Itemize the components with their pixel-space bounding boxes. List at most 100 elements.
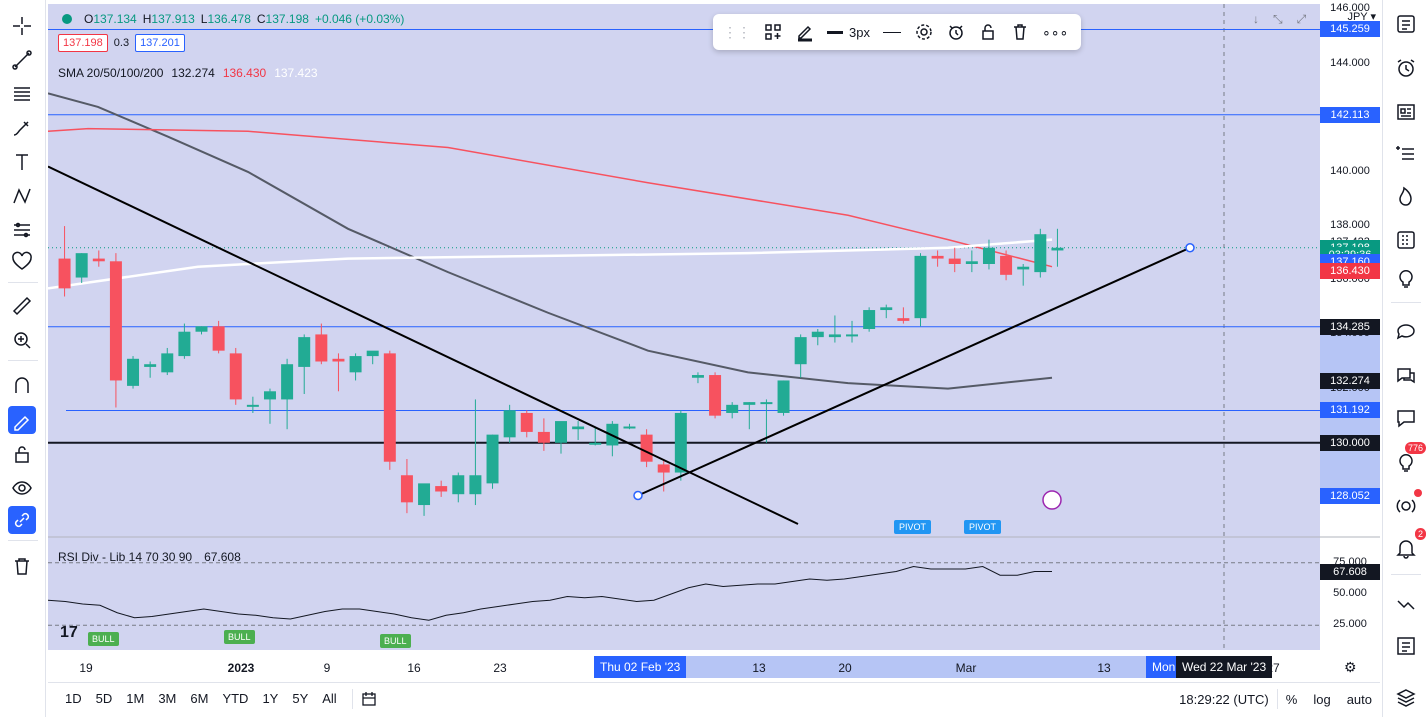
percent-toggle[interactable]: % xyxy=(1285,691,1298,707)
add-template-icon[interactable] xyxy=(759,18,787,46)
unlock-icon[interactable] xyxy=(974,18,1002,46)
price-tick: 146.000 xyxy=(1330,2,1370,15)
trash-icon[interactable] xyxy=(8,552,36,580)
delete-icon[interactable] xyxy=(1006,18,1034,46)
news-icon[interactable] xyxy=(1392,98,1420,126)
alert-clock-icon[interactable] xyxy=(942,18,970,46)
range-button-1d[interactable]: 1D xyxy=(65,691,82,706)
data-window-icon[interactable] xyxy=(1392,632,1420,660)
high-label: H xyxy=(142,12,152,26)
currency-label: JPY xyxy=(1347,11,1368,23)
settings-icon[interactable] xyxy=(910,18,938,46)
more-icon[interactable]: ∘∘∘ xyxy=(1041,23,1069,40)
alarm-clock-icon[interactable] xyxy=(1392,54,1420,82)
currency-selector[interactable]: JPY ▾ xyxy=(1347,11,1376,23)
pattern-icon[interactable] xyxy=(8,182,36,210)
time-tick: 2023 xyxy=(227,661,255,675)
zoom-in-icon[interactable] xyxy=(8,326,36,354)
candle-body xyxy=(212,326,225,351)
candle-body xyxy=(691,375,704,378)
heart-icon[interactable] xyxy=(8,248,36,276)
tradingview-logo-icon[interactable]: 17 xyxy=(60,624,78,641)
calendar-icon[interactable] xyxy=(1392,226,1420,254)
candle-body xyxy=(366,350,379,357)
line-style-icon[interactable] xyxy=(878,18,906,46)
price-label: 145.259 xyxy=(1320,21,1380,38)
range-button-1m[interactable]: 1M xyxy=(126,691,145,706)
help-chat-icon[interactable] xyxy=(1392,404,1420,432)
range-button-ytd[interactable]: YTD xyxy=(222,691,249,706)
line-width-button[interactable]: 3px xyxy=(823,18,874,46)
candle-body xyxy=(965,261,978,264)
eye-icon[interactable] xyxy=(8,474,36,502)
date-range-buttons: 1D 5D 1M 3M 6M YTD 1Y 5Y All xyxy=(58,691,344,706)
sma-legend[interactable]: SMA 20/50/100/200 132.274 136.430 137.42… xyxy=(58,66,318,80)
notifications-lightbulb-icon[interactable]: 776 xyxy=(1392,442,1426,476)
watchlist-icon[interactable] xyxy=(1392,10,1420,38)
text-icon[interactable] xyxy=(8,148,36,176)
crosshair-icon[interactable] xyxy=(8,12,36,40)
candle-body xyxy=(811,331,824,338)
stream-icon[interactable] xyxy=(1392,489,1422,520)
line-color-icon[interactable] xyxy=(791,18,819,46)
crosshair-date-mon: Mon xyxy=(1146,656,1182,678)
layers-icon[interactable] xyxy=(1392,684,1420,712)
clock[interactable]: 18:29:22 (UTC) xyxy=(1179,691,1269,707)
ruler-icon[interactable] xyxy=(8,292,36,320)
goto-date-icon[interactable] xyxy=(361,691,377,707)
brush-icon[interactable] xyxy=(8,114,36,142)
price-axis[interactable]: JPY ▾ 146.000 144.000 140.000 138.000 136.00… xyxy=(1320,2,1380,650)
messages-icon[interactable] xyxy=(1392,362,1420,390)
range-button-5d[interactable]: 5D xyxy=(95,691,113,706)
price-label: 134.285 xyxy=(1320,318,1380,335)
range-button-6m[interactable]: 6M xyxy=(190,691,209,706)
range-button-5y[interactable]: 5Y xyxy=(292,691,309,706)
chart-canvas[interactable] xyxy=(48,4,1380,680)
candle-body xyxy=(726,404,739,413)
range-button-all[interactable]: All xyxy=(322,691,337,706)
ideas-bulb-icon[interactable] xyxy=(1392,264,1420,292)
drawing-mode-icon[interactable] xyxy=(8,406,36,434)
sell-price[interactable]: 137.198 xyxy=(58,34,108,52)
lock-icon[interactable] xyxy=(8,440,36,468)
chart-trend-icon[interactable] xyxy=(1392,590,1420,618)
trend-line-down xyxy=(48,165,799,525)
rsi-legend[interactable]: RSI Div - Lib 14 70 30 90 67.608 xyxy=(58,550,241,564)
link-icon[interactable] xyxy=(8,506,36,534)
candle-body xyxy=(161,353,174,373)
low-value: 136.478 xyxy=(207,12,251,26)
drag-handle-icon[interactable]: ⋮⋮ xyxy=(723,23,751,40)
close-value: 137.198 xyxy=(265,12,309,26)
add-list-icon[interactable] xyxy=(1392,140,1420,168)
candle-body xyxy=(1034,234,1047,273)
arrow-down-icon[interactable]: ↓ xyxy=(1253,12,1259,26)
range-button-3m[interactable]: 3M xyxy=(158,691,177,706)
candle-body xyxy=(144,364,157,367)
bull-marker: BULL xyxy=(380,634,411,648)
log-toggle[interactable]: log xyxy=(1313,691,1331,707)
candle-body xyxy=(349,356,362,373)
chats-icon[interactable] xyxy=(1392,318,1420,346)
drawing-tools-sidebar xyxy=(0,0,46,717)
fib-retracement-icon[interactable] xyxy=(8,80,36,108)
candle-body xyxy=(332,358,345,362)
chart-area[interactable]: O 137.134 H 137.913 L 136.478 C 137.198 +0.0… xyxy=(48,2,1380,680)
range-button-1y[interactable]: 1Y xyxy=(262,691,279,706)
candle-body xyxy=(880,307,893,311)
toolbar-divider xyxy=(8,282,38,283)
price-tick: 144.000 xyxy=(1330,56,1370,69)
prediction-icon[interactable] xyxy=(8,216,36,244)
magnet-icon[interactable] xyxy=(8,372,36,400)
collapse-icon[interactable]: ⤡ xyxy=(1273,12,1283,26)
sma-name: SMA 20/50/100/200 xyxy=(58,66,164,80)
trend-line-icon[interactable] xyxy=(8,46,36,74)
change-value: +0.046 (+0.03%) xyxy=(314,12,405,26)
bull-marker: BULL xyxy=(224,630,255,644)
hotlist-fire-icon[interactable] xyxy=(1392,182,1420,210)
auto-toggle[interactable]: auto xyxy=(1346,691,1372,707)
time-axis-settings-icon[interactable]: ⚙ xyxy=(1344,659,1357,675)
live-dot xyxy=(1414,489,1422,497)
bell-icon[interactable]: 2 xyxy=(1392,528,1426,562)
maximize-icon[interactable]: ⤢ xyxy=(1296,12,1307,26)
buy-price[interactable]: 137.201 xyxy=(135,34,185,52)
